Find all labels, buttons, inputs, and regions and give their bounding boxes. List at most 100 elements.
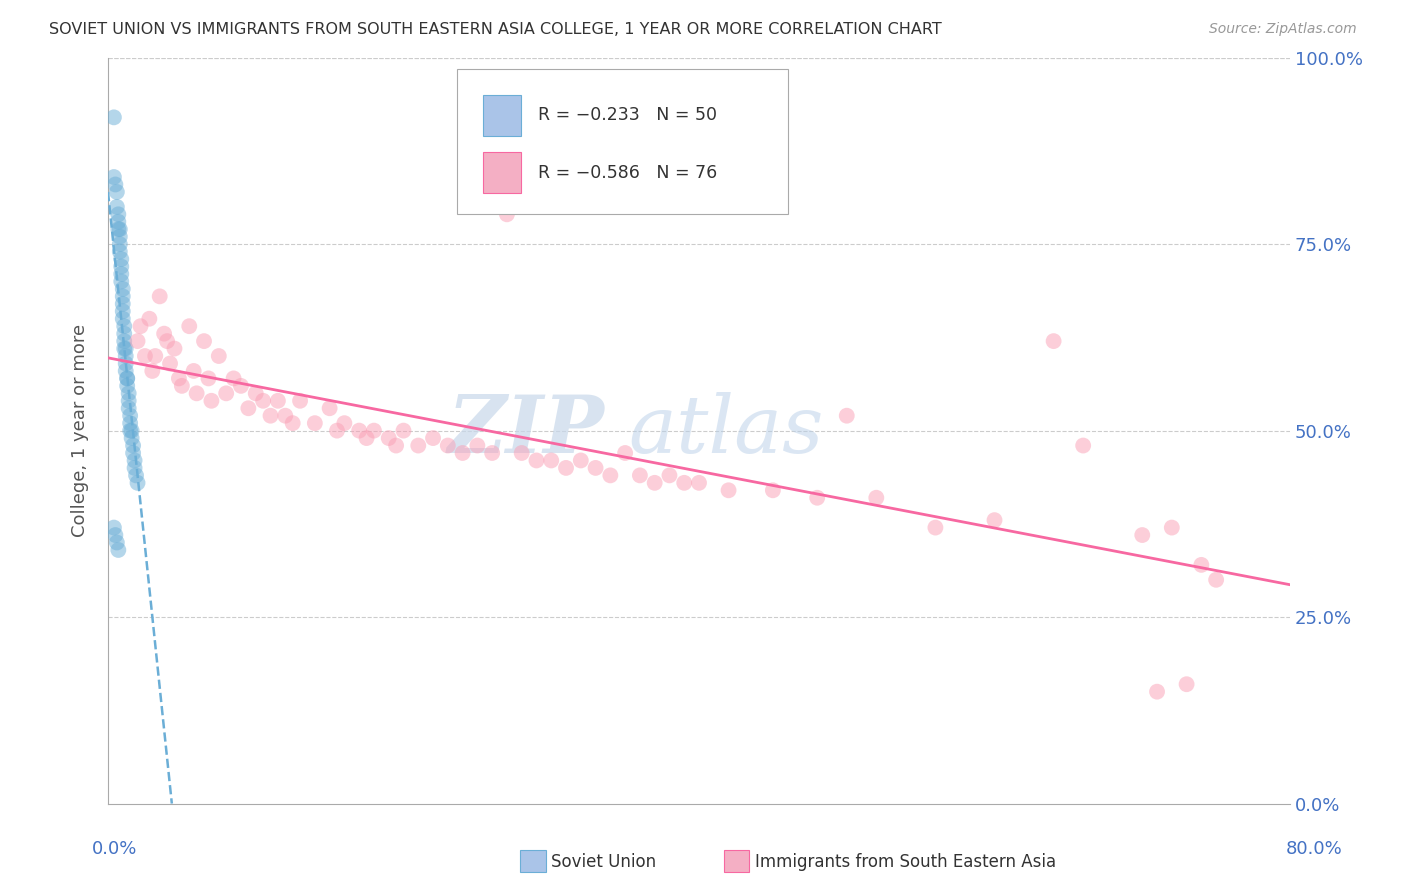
Point (159, 357, 181, 371)
Point (644, 475, 666, 490)
Point (1071, 438, 1094, 452)
Point (111, 304, 134, 318)
Point (385, 438, 408, 452)
Point (304, 416, 326, 430)
Point (153, 326, 176, 341)
Point (437, 438, 460, 452)
Point (156, 334, 179, 348)
Point (288, 393, 311, 408)
Point (121, 424, 143, 438)
Point (762, 483, 785, 498)
Bar (482, 95, 520, 136)
Point (467, 438, 489, 452)
Point (496, 207, 519, 221)
Point (110, 260, 132, 274)
Point (112, 319, 135, 334)
Point (229, 379, 252, 393)
Point (326, 424, 349, 438)
Point (526, 453, 548, 467)
Point (208, 349, 231, 363)
Point (108, 237, 131, 252)
Point (377, 431, 399, 445)
Point (215, 386, 238, 401)
Point (112, 342, 135, 356)
Point (110, 275, 132, 289)
Point (356, 431, 378, 445)
Point (481, 446, 503, 460)
Point (274, 409, 297, 423)
Point (108, 229, 131, 244)
Text: atlas: atlas (628, 392, 824, 469)
Point (259, 409, 281, 423)
Point (179, 319, 201, 334)
Point (835, 409, 858, 423)
Point (555, 461, 578, 475)
Text: Source: ZipAtlas.com: Source: ZipAtlas.com (1209, 22, 1357, 37)
Point (163, 342, 186, 356)
Point (141, 364, 163, 378)
Point (222, 371, 245, 385)
Point (347, 424, 370, 438)
Point (124, 453, 146, 467)
Point (103, 111, 125, 125)
Point (281, 416, 304, 430)
FancyBboxPatch shape (457, 69, 787, 214)
Point (121, 431, 143, 445)
Point (104, 178, 127, 192)
Text: Soviet Union: Soviet Union (551, 853, 657, 871)
Point (115, 379, 138, 393)
Point (107, 222, 129, 236)
Point (108, 244, 131, 259)
Point (105, 185, 128, 199)
Point (167, 371, 190, 385)
Text: ZIP: ZIP (447, 392, 605, 469)
Text: 0.0%: 0.0% (91, 840, 136, 858)
Point (124, 461, 146, 475)
Point (107, 207, 129, 221)
Point (333, 416, 356, 430)
Point (114, 342, 136, 356)
Text: R = −0.233   N = 50: R = −0.233 N = 50 (538, 106, 717, 125)
Point (105, 535, 128, 549)
Text: 80.0%: 80.0% (1286, 840, 1343, 858)
Point (865, 491, 887, 505)
Point (200, 393, 222, 408)
Point (111, 282, 134, 296)
Point (149, 289, 172, 303)
Point (806, 491, 828, 505)
Point (510, 446, 533, 460)
Point (115, 371, 138, 385)
Point (127, 475, 149, 490)
Point (1189, 558, 1212, 572)
Point (105, 200, 128, 214)
Point (614, 446, 637, 460)
Point (628, 468, 651, 483)
Point (110, 252, 132, 266)
Point (129, 319, 152, 334)
Point (111, 289, 134, 303)
Point (114, 349, 136, 363)
Point (103, 169, 125, 184)
Point (112, 334, 135, 348)
Point (120, 424, 142, 438)
Point (110, 267, 132, 281)
Point (451, 446, 474, 460)
Point (143, 349, 166, 363)
Point (111, 297, 134, 311)
Point (104, 528, 127, 542)
Point (599, 468, 621, 483)
Text: Immigrants from South Eastern Asia: Immigrants from South Eastern Asia (755, 853, 1056, 871)
Point (392, 424, 415, 438)
Point (585, 461, 607, 475)
Point (406, 438, 429, 452)
Point (125, 468, 148, 483)
Point (1042, 334, 1064, 348)
Point (318, 401, 340, 416)
Point (114, 364, 136, 378)
Point (120, 416, 142, 430)
Text: R = −0.586   N = 76: R = −0.586 N = 76 (538, 164, 717, 182)
Text: SOVIET UNION VS IMMIGRANTS FROM SOUTH EASTERN ASIA COLLEGE, 1 YEAR OR MORE CORRE: SOVIET UNION VS IMMIGRANTS FROM SOUTH EA… (49, 22, 942, 37)
Point (193, 334, 215, 348)
Point (120, 409, 142, 423)
Point (673, 475, 696, 490)
